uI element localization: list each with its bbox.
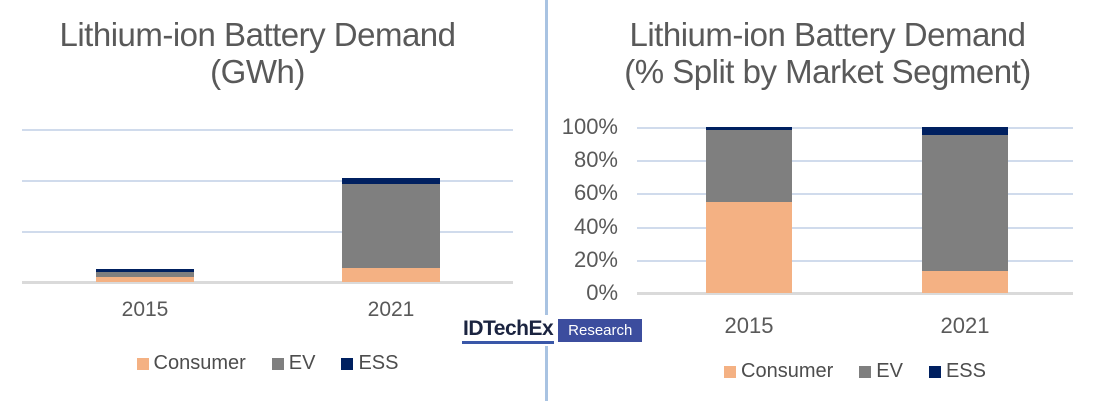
charts-divider-line [545,0,548,401]
segment-consumer-2021 [922,271,1008,293]
legend-item-consumer: Consumer [136,352,246,375]
legend-label-consumer: Consumer [153,352,246,374]
y-axis-tick-60pct: 60% [573,180,618,206]
legend-item-ess: ESS [341,352,398,375]
y-axis-tick-100pct: 100% [561,114,618,139]
chart-gwh-x-axis-labels: 2015 2021 [22,298,513,326]
legend-label-ev: EV [876,360,903,382]
segment-ev-2021 [922,135,1008,272]
chart-percent-title-line2: (% Split by Market Segment) [624,53,1031,90]
legend-label-ess: ESS [945,360,986,382]
x-axis-line [22,281,513,284]
segment-ev-2015 [96,271,194,277]
chart-gwh-title-line2: (GWh) [210,53,305,90]
segment-consumer-2021 [342,268,440,282]
gridline-200 [22,180,513,182]
segment-ev-2015 [706,130,792,202]
chart-percent-y-axis-ticks: 0% 20% 40% 60% 80% 100% [558,115,618,305]
x-axis-label-2021: 2021 [940,313,990,338]
segment-ev-2021 [342,183,440,269]
gridline-300 [22,129,513,131]
x-axis-line [637,292,1073,295]
chart-percent-title-line1: Lithium-ion Battery Demand [629,16,1026,53]
legend-item-ess: ESS [928,360,986,383]
legend-item-ev: EV [271,352,316,375]
segment-consumer-2015 [96,276,194,282]
x-axis-label-2015: 2015 [724,313,774,338]
idtechex-logo: IDTechEx Research [460,315,645,346]
gridline-40 [637,227,1073,229]
chart-percent-plot-area [637,127,1073,295]
legend-swatch-ev [271,357,284,370]
segment-ess-2021 [342,177,440,184]
legend-swatch-consumer [136,357,149,370]
y-axis-tick-40pct: 40% [573,213,618,239]
legend-item-consumer: Consumer [724,360,833,383]
stacked-bar-2021 [342,177,440,282]
gridline-60 [637,193,1073,195]
chart-gwh-title: Lithium-ion Battery Demand (GWh) [10,16,505,90]
segment-ess-2015 [706,127,792,131]
chart-percent-title: Lithium-ion Battery Demand (% Split by M… [580,16,1075,90]
legend-label-ess: ESS [358,352,399,374]
x-axis-label-2021: 2021 [367,298,415,321]
legend-swatch-ess [928,365,941,378]
legend-label-ev: EV [288,352,316,374]
chart-gwh-legend: Consumer EV ESS [22,352,513,375]
chart-gwh-plot-area [22,129,513,284]
segment-ess-2021 [922,127,1008,136]
legend-swatch-ev [859,365,872,378]
stacked-bar-2021 [922,127,1008,293]
y-axis-tick-0pct: 0% [586,280,618,305]
idtechex-research-badge: Research [558,319,643,342]
segment-ess-2015 [96,269,194,272]
segment-consumer-2015 [706,201,792,293]
gridline-80 [637,160,1073,162]
legend-swatch-consumer [724,365,736,378]
chart-percent-x-axis-labels: 2015 2021 [637,313,1073,341]
chart-gwh-title-line1: Lithium-ion Battery Demand [59,16,456,53]
legend-swatch-ess [341,357,354,370]
x-axis-label-2015: 2015 [121,298,169,321]
chart-percent-legend: Consumer EV ESS [637,360,1073,383]
y-axis-tick-80pct: 80% [573,147,618,173]
y-axis-tick-20pct: 20% [573,246,618,272]
gridline-100 [22,231,513,233]
stacked-bar-2015 [706,127,792,293]
idtechex-wordmark: IDTechEx [462,317,555,344]
legend-item-ev: EV [859,360,903,383]
gridline-100 [637,127,1073,129]
gridline-20 [637,260,1073,262]
legend-label-consumer: Consumer [741,360,834,382]
stacked-bar-2015 [96,269,194,282]
